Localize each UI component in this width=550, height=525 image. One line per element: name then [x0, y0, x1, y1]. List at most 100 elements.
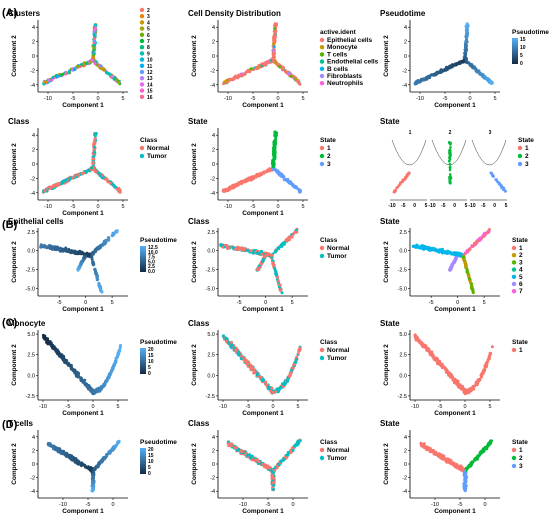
data-point	[270, 386, 274, 390]
data-point	[266, 253, 270, 257]
data-point	[272, 54, 275, 58]
data-point	[237, 353, 241, 357]
data-point	[270, 253, 274, 257]
legend-swatch	[319, 455, 325, 461]
data-point	[53, 348, 57, 352]
y-tick-label: 5.0	[207, 332, 215, 338]
y-axis-label: Component 2	[383, 241, 390, 283]
chart-title: Monocyte	[8, 319, 46, 328]
data-point	[272, 51, 276, 55]
x-axis-label: Component 1	[62, 508, 104, 515]
x-tick-label: -5	[71, 96, 76, 102]
data-point	[250, 458, 254, 462]
data-point	[450, 65, 454, 69]
data-point	[491, 174, 495, 177]
data-point	[276, 462, 280, 466]
data-point	[272, 42, 275, 46]
data-point	[272, 167, 276, 171]
legend-item: Normal	[327, 245, 350, 252]
data-point	[264, 63, 268, 67]
x-axis-label: Component 1	[62, 410, 104, 417]
data-point	[473, 242, 477, 246]
legend-item: 1	[519, 245, 523, 252]
legend-item: 11	[147, 64, 153, 70]
data-point	[412, 244, 415, 248]
data-point	[79, 250, 83, 254]
y-tick-label: 2	[32, 448, 35, 454]
x-axis-label: Component 1	[434, 410, 476, 417]
data-point	[72, 174, 76, 178]
data-point	[465, 268, 469, 272]
data-point	[271, 261, 275, 265]
legend-swatch	[139, 38, 145, 44]
x-tick-label: 0	[96, 96, 99, 102]
data-point	[444, 68, 447, 72]
x-tick-label: 5	[493, 96, 496, 102]
data-point	[455, 379, 459, 383]
data-point	[487, 228, 491, 231]
x-tick-label: 0	[276, 96, 279, 102]
x-tick-label: 0	[453, 203, 456, 209]
data-point	[282, 383, 286, 387]
x-axis-label: Component 1	[242, 306, 284, 313]
data-point	[229, 444, 233, 448]
data-point	[465, 32, 469, 36]
facet-label: 3	[489, 130, 492, 136]
legend-item: T cells	[327, 51, 348, 58]
x-tick-label: 0	[291, 502, 294, 508]
data-point	[399, 182, 402, 186]
data-point	[116, 352, 120, 356]
data-point	[249, 249, 253, 253]
x-tick-label: 0	[111, 502, 114, 508]
data-point	[76, 64, 80, 68]
data-point	[272, 45, 276, 49]
y-tick-label: -2.5	[26, 394, 35, 400]
scatter-points	[41, 333, 122, 396]
data-point	[504, 190, 507, 193]
legend-swatch	[139, 69, 145, 75]
data-point	[273, 27, 277, 30]
data-point	[490, 81, 494, 85]
data-point	[92, 33, 96, 37]
data-point	[256, 460, 260, 463]
chart-title: Pseudotime	[380, 9, 426, 18]
data-point	[461, 60, 465, 64]
data-point	[443, 250, 447, 254]
data-point	[273, 30, 277, 33]
y-axis-label: Component 2	[11, 143, 18, 185]
data-point	[479, 236, 482, 240]
facet-label: 1	[409, 130, 412, 136]
legend-item: 2	[519, 252, 523, 259]
data-point	[246, 248, 250, 252]
legend-title: Pseudotime	[140, 439, 177, 446]
data-point	[264, 463, 268, 467]
data-point	[449, 267, 452, 271]
data-point	[93, 27, 97, 31]
data-point	[272, 153, 275, 157]
y-axis-label: Component 2	[11, 443, 18, 485]
y-tick-label: -2	[210, 176, 215, 182]
data-point	[272, 157, 276, 161]
data-point	[241, 180, 245, 184]
data-point	[273, 266, 277, 270]
data-point	[437, 71, 441, 74]
colorbar-tick-label: 12.5	[148, 245, 158, 251]
data-point	[286, 379, 289, 383]
legend-item: Fibroblasts	[327, 73, 362, 80]
x-tick-label: -5	[66, 404, 71, 410]
data-point	[296, 79, 300, 82]
data-point	[240, 248, 244, 252]
data-point	[83, 378, 87, 382]
x-tick-label: 5	[291, 300, 294, 306]
chart-title: Epithelial cells	[8, 217, 64, 226]
data-point	[421, 345, 425, 349]
data-point	[258, 265, 262, 269]
colorbar-tick-label: 0	[148, 471, 151, 477]
data-point	[440, 69, 444, 73]
x-tick-label: 5	[116, 404, 119, 410]
data-point	[103, 177, 107, 181]
data-point	[490, 345, 494, 349]
